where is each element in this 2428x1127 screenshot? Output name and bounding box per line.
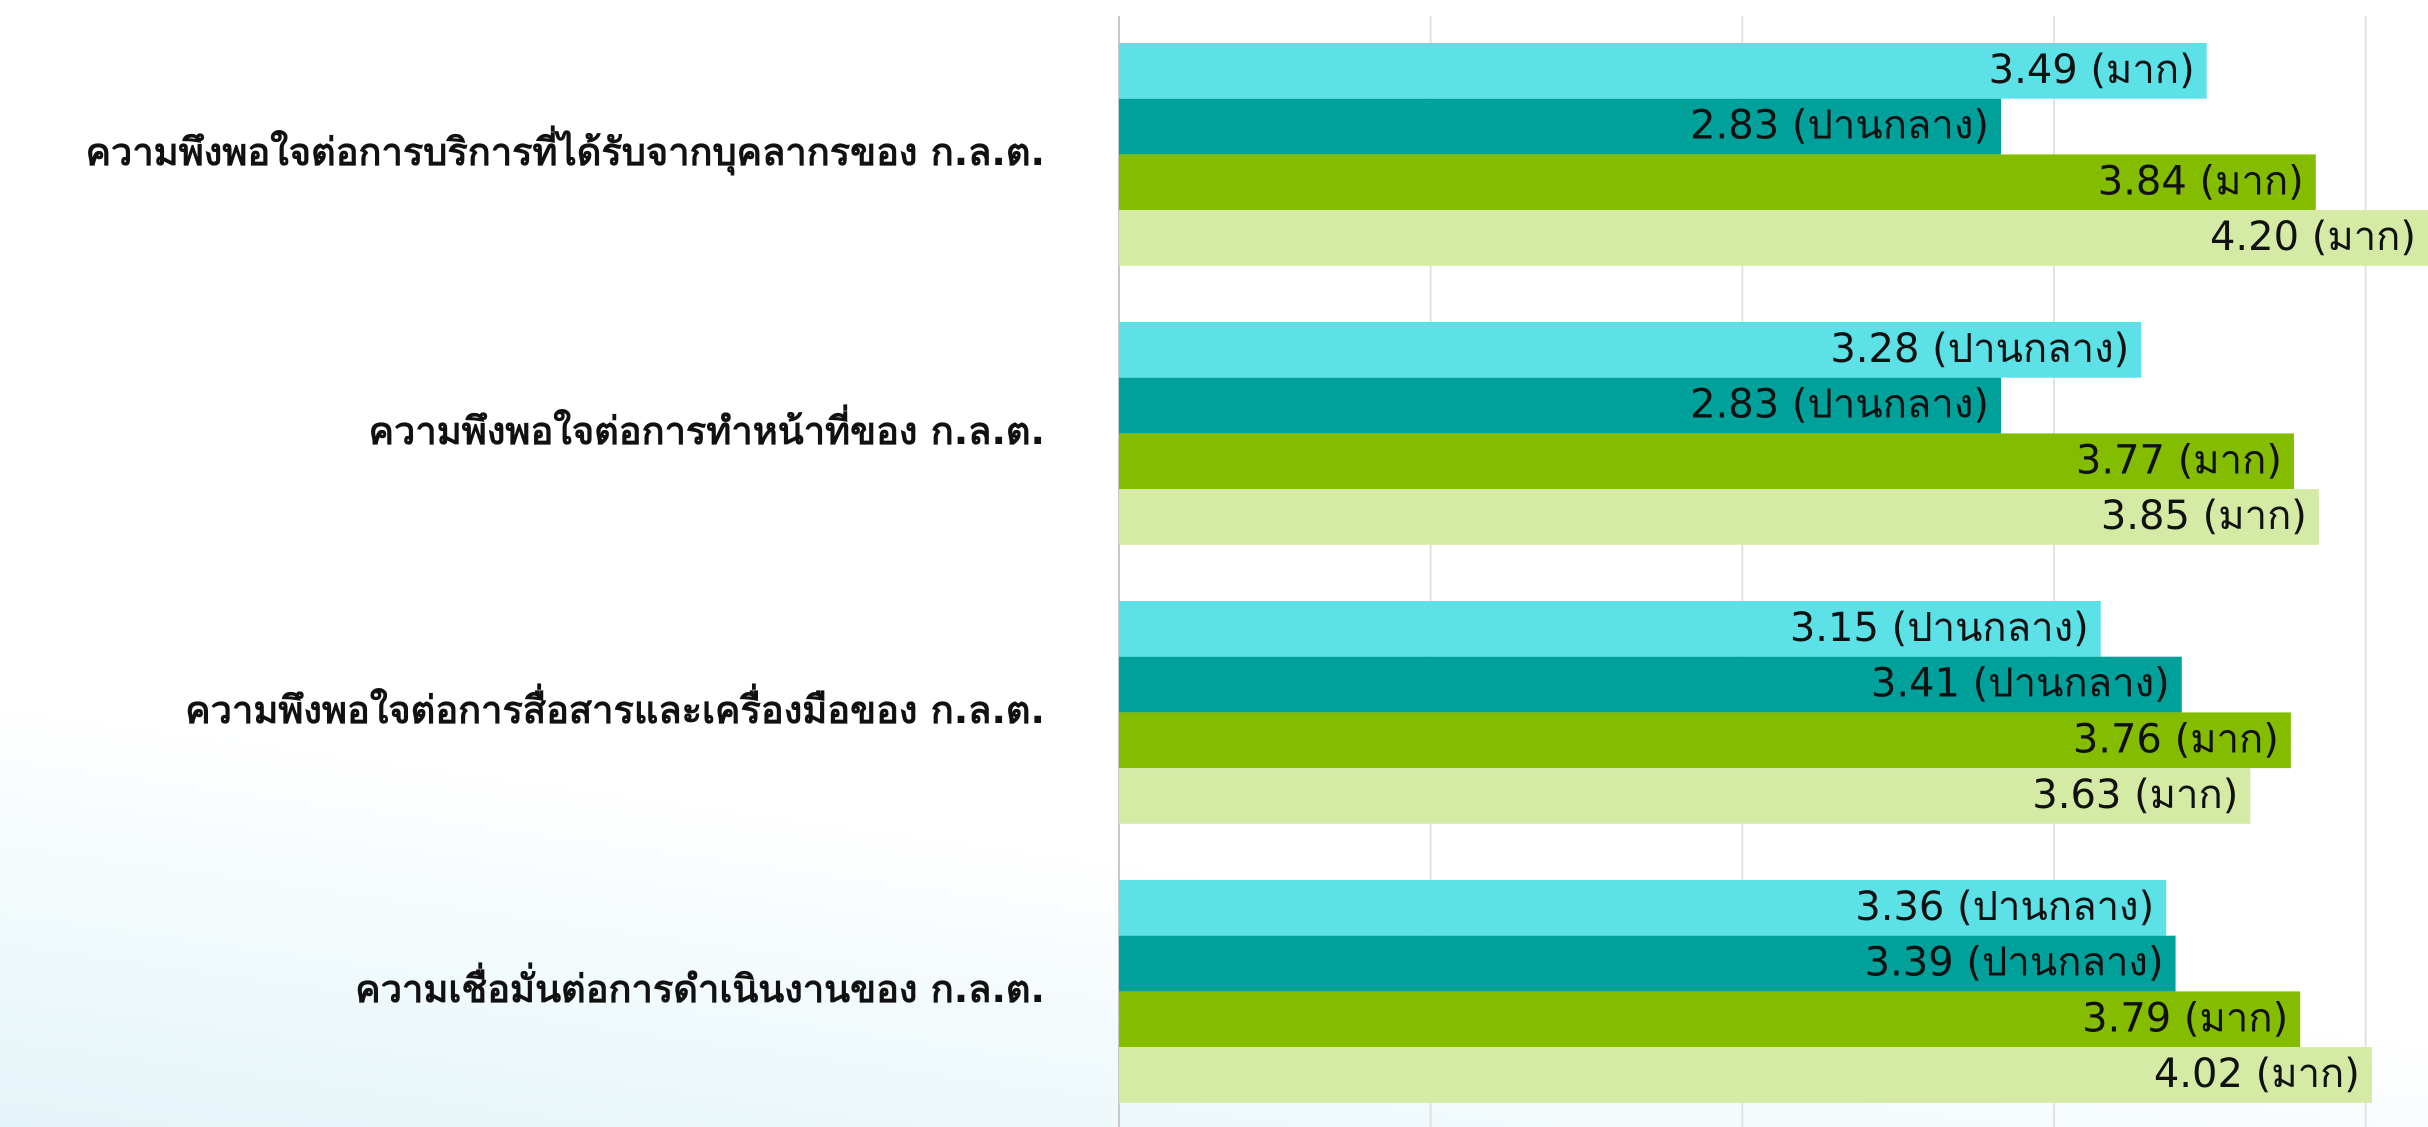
category-label: ความพึงพอใจต่อการบริการที่ได้รับจากบุคลา… <box>86 125 1045 176</box>
value-label: 3.63 (มาก) <box>2032 772 2238 818</box>
value-label: 3.36 (ปานกลาง) <box>1855 884 2154 930</box>
value-label: 4.20 (มาก) <box>2210 214 2416 260</box>
value-label: 3.49 (มาก) <box>1989 47 2195 93</box>
value-label: 2.83 (ปานกลาง) <box>1690 103 1989 149</box>
bar <box>1119 601 2101 657</box>
bar <box>1119 656 2182 713</box>
value-label: 4.02 (มาก) <box>2154 1051 2360 1097</box>
value-label: 3.79 (มาก) <box>2082 995 2288 1041</box>
category-label: ความพึงพอใจต่อการทำหน้าที่ของ ก.ล.ต. <box>369 404 1045 453</box>
bar <box>1119 880 2167 936</box>
value-label: 3.28 (ปานกลาง) <box>1830 326 2129 372</box>
bar <box>1119 98 2002 155</box>
bar <box>1119 1047 2372 1103</box>
value-label: 3.15 (ปานกลาง) <box>1790 605 2089 651</box>
bar <box>1119 768 2251 824</box>
bar <box>1119 43 2207 99</box>
bar <box>1119 712 2291 769</box>
value-label: 3.77 (มาก) <box>2076 437 2282 483</box>
value-label: 3.85 (มาก) <box>2101 493 2307 539</box>
bar <box>1119 154 2316 211</box>
category-label: ความเชื่อมั่นต่อการดำเนินงานของ ก.ล.ต. <box>355 962 1045 1011</box>
bar <box>1119 991 2301 1048</box>
bar <box>1119 433 2294 490</box>
bar <box>1119 489 2319 545</box>
bar <box>1119 935 2176 992</box>
category-label: ความพึงพอใจต่อการสื่อสารและเครื่องมือของ… <box>185 683 1045 732</box>
value-label: 3.76 (มาก) <box>2073 716 2279 762</box>
bar <box>1119 210 2428 266</box>
bar <box>1119 322 2142 378</box>
bar <box>1119 377 2002 434</box>
value-label: 3.39 (ปานกลาง) <box>1865 940 2164 986</box>
value-label: 3.41 (ปานกลาง) <box>1871 661 2170 707</box>
value-label: 2.83 (ปานกลาง) <box>1690 382 1989 428</box>
value-label: 3.84 (มาก) <box>2098 158 2304 204</box>
